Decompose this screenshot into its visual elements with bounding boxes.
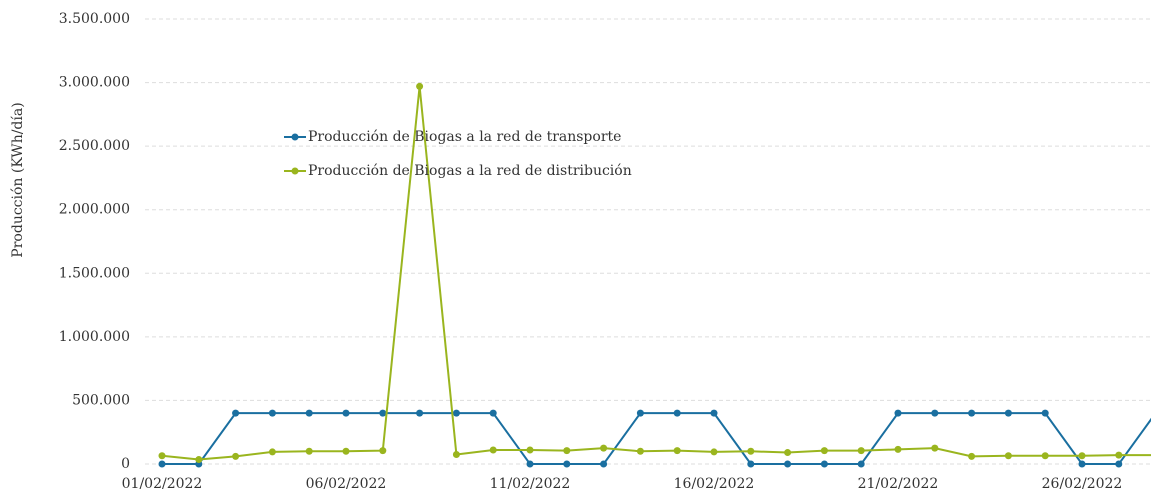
- x-tick-label: 26/02/2022: [1042, 476, 1123, 492]
- data-point: [820, 460, 828, 468]
- x-tick-label: 01/02/2022: [122, 476, 203, 492]
- y-tick-label: 3.500.000: [59, 11, 130, 27]
- data-point: [452, 409, 460, 417]
- data-point: [747, 447, 755, 455]
- legend-marker: [291, 167, 299, 175]
- x-tick-label: 21/02/2022: [858, 476, 939, 492]
- data-point: [232, 452, 240, 460]
- data-point: [784, 449, 792, 457]
- data-point: [342, 409, 350, 417]
- y-tick-label: 1.000.000: [59, 329, 130, 345]
- data-point: [857, 460, 865, 468]
- data-point: [489, 446, 497, 454]
- data-point: [1115, 451, 1123, 459]
- data-point: [158, 460, 166, 468]
- data-point: [968, 452, 976, 460]
- data-point: [416, 82, 424, 90]
- data-point: [416, 409, 424, 417]
- data-point: [268, 409, 276, 417]
- x-tick-label: 16/02/2022: [674, 476, 755, 492]
- data-point: [820, 447, 828, 455]
- y-tick-label: 2.000.000: [59, 202, 130, 218]
- series-line: [162, 412, 1151, 465]
- data-point: [1004, 409, 1012, 417]
- data-point: [784, 460, 792, 468]
- data-point: [1041, 452, 1049, 460]
- data-point: [968, 409, 976, 417]
- data-point: [305, 447, 313, 455]
- data-point: [526, 446, 534, 454]
- data-point: [452, 450, 460, 458]
- data-point: [342, 447, 350, 455]
- data-point: [1078, 452, 1086, 460]
- y-axis-label: Producción (KWh/día): [10, 102, 26, 257]
- data-point: [636, 409, 644, 417]
- x-tick-label: 11/02/2022: [490, 476, 571, 492]
- data-point: [894, 445, 902, 453]
- data-point: [600, 444, 608, 452]
- data-point: [379, 447, 387, 455]
- data-point: [526, 460, 534, 468]
- data-point: [563, 460, 571, 468]
- series-line: [161, 86, 1151, 461]
- data-point: [268, 448, 276, 456]
- data-point: [1115, 460, 1123, 468]
- y-tick-label: 1.500.000: [59, 265, 130, 281]
- data-point: [710, 448, 718, 456]
- y-tick-label: 500.000: [72, 392, 130, 408]
- x-tick-label: 06/02/2022: [306, 476, 387, 492]
- data-point: [1041, 409, 1049, 417]
- legend-marker: [291, 133, 299, 141]
- data-point: [931, 409, 939, 417]
- data-point: [673, 447, 681, 455]
- data-point: [636, 447, 644, 455]
- data-point: [747, 460, 755, 468]
- y-tick-label: 0: [121, 456, 130, 472]
- data-point: [195, 456, 203, 464]
- data-point: [379, 409, 387, 417]
- y-tick-label: 2.500.000: [59, 138, 130, 154]
- data-point: [158, 452, 166, 460]
- legend-label: Producción de Biogas a la red de transpo…: [308, 129, 621, 145]
- data-point: [673, 409, 681, 417]
- data-point: [232, 409, 240, 417]
- y-tick-label: 3.000.000: [59, 75, 130, 91]
- data-point: [1078, 460, 1086, 468]
- data-point: [931, 444, 939, 452]
- data-point: [1004, 452, 1012, 460]
- data-point: [710, 409, 718, 417]
- data-point: [563, 447, 571, 455]
- data-point: [600, 460, 608, 468]
- data-point: [305, 409, 313, 417]
- data-point: [894, 409, 902, 417]
- data-point: [857, 447, 865, 455]
- legend-label: Producción de Biogas a la red de distrib…: [308, 163, 632, 179]
- data-point: [489, 409, 497, 417]
